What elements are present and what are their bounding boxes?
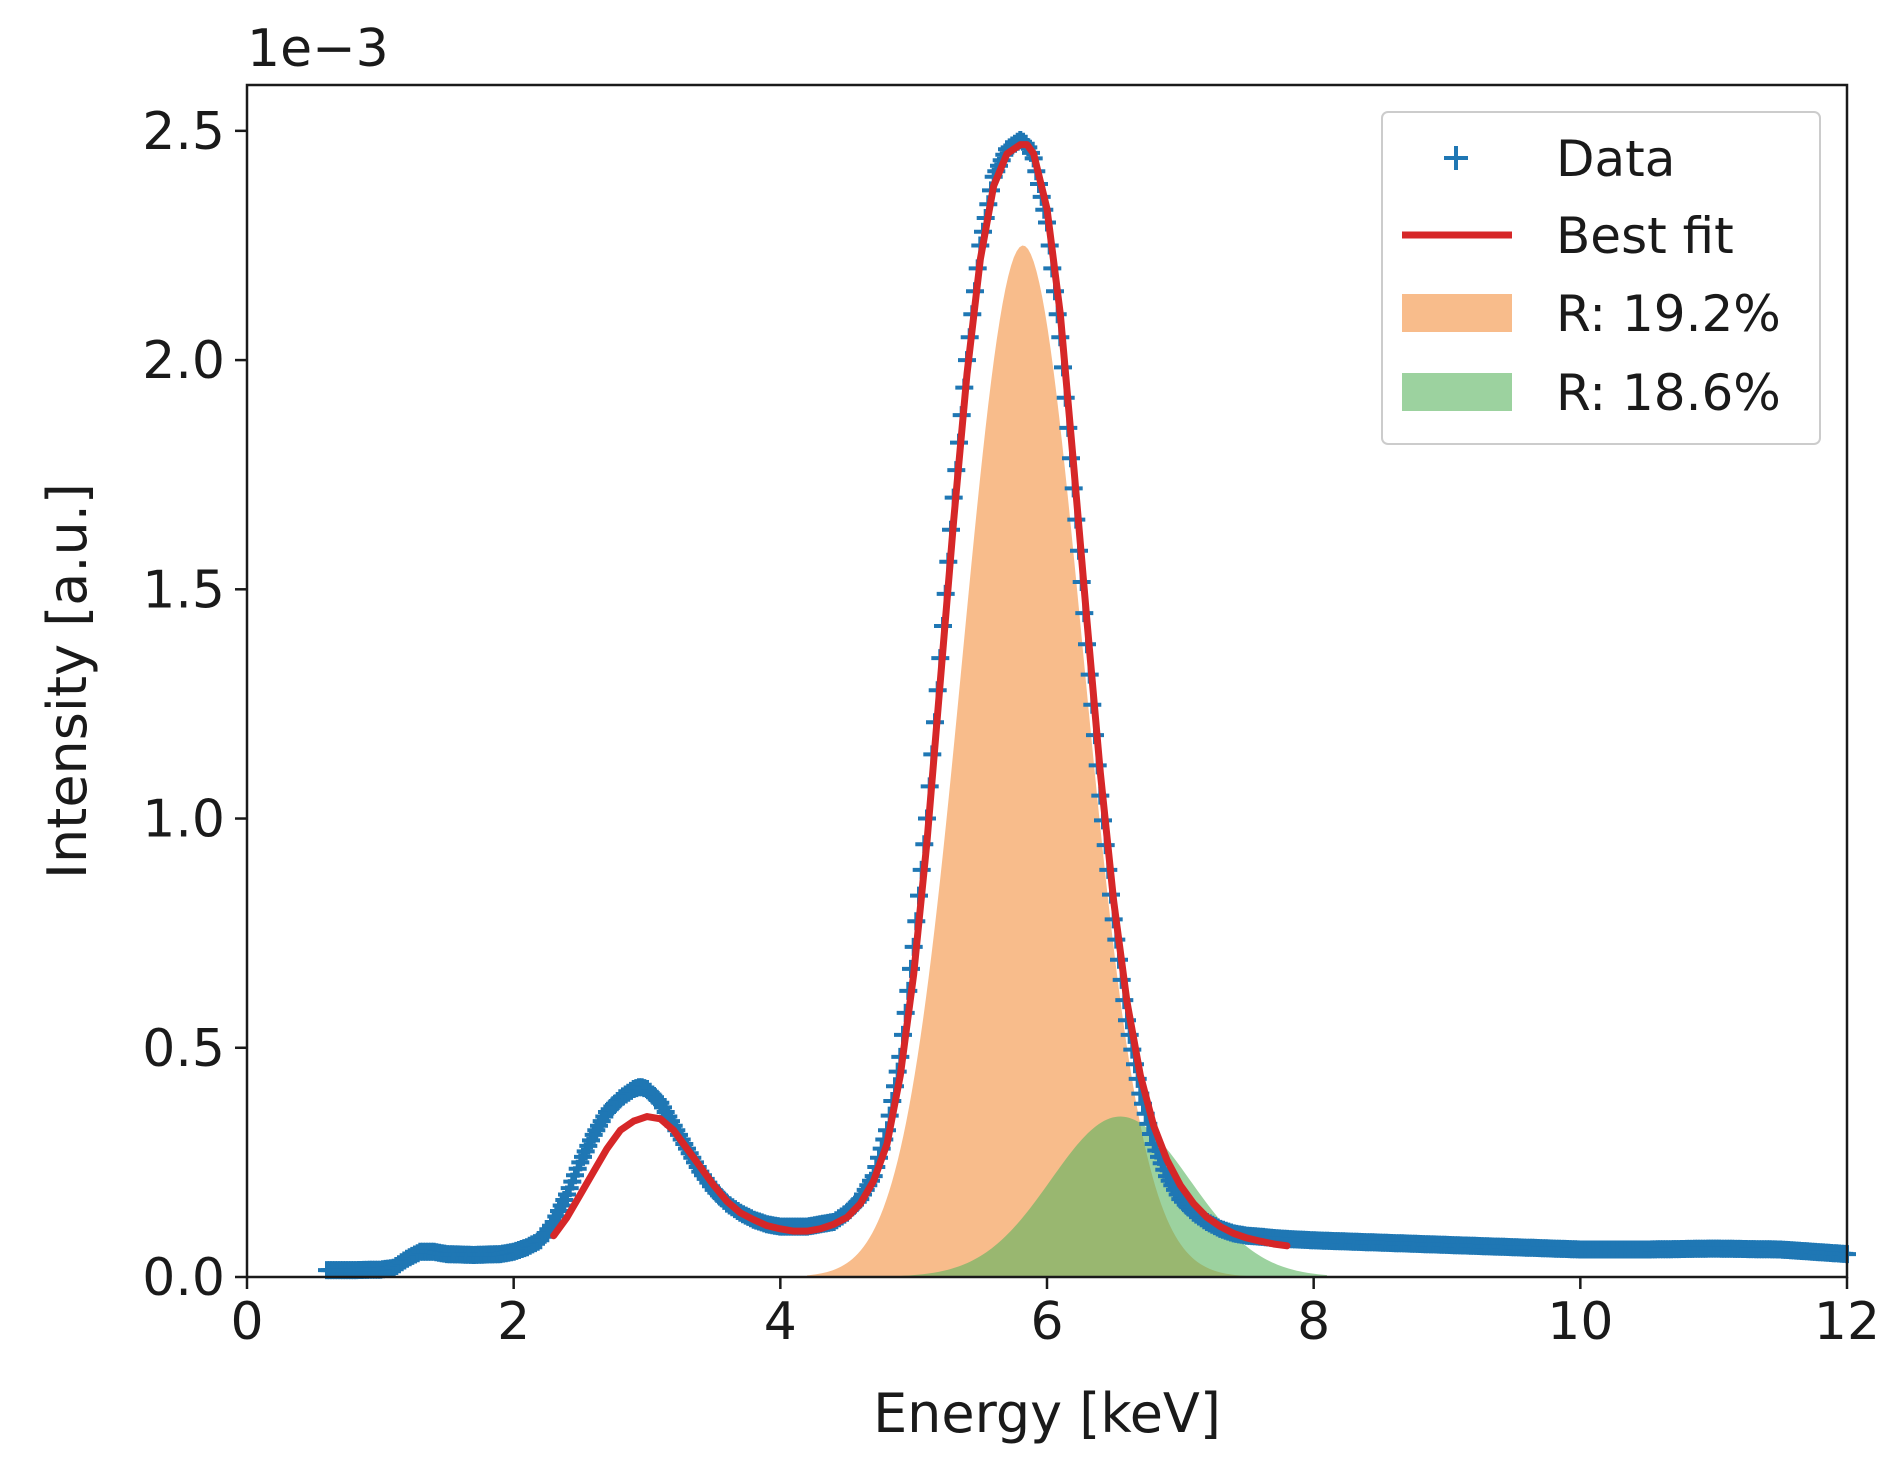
y-axis-label: Intensity [a.u.] (36, 483, 99, 879)
x-tick-label: 2 (497, 1292, 530, 1352)
x-tick-label: 12 (1814, 1292, 1880, 1352)
legend: Data Best fit R: 19.2% R: 18.6% (1381, 111, 1821, 445)
y-tick-label: 1.5 (142, 560, 225, 620)
legend-swatch-peak2 (1402, 373, 1512, 411)
legend-label: Data (1556, 130, 1675, 188)
y-tick-label: 2.5 (142, 102, 225, 162)
peak-fill-1 (807, 245, 1261, 1277)
y-axis-ticks: 0.0 0.5 1.0 1.5 2.0 2.5 (142, 102, 247, 1308)
x-tick-label: 10 (1547, 1292, 1613, 1352)
y-offset-label: 1e−3 (247, 19, 389, 79)
y-tick-label: 1.0 (142, 790, 225, 850)
legend-label: Best fit (1556, 207, 1734, 265)
x-tick-label: 8 (1297, 1292, 1330, 1352)
legend-data-marker (1444, 146, 1468, 170)
x-tick-label: 0 (230, 1292, 263, 1352)
legend-frame (1381, 111, 1821, 445)
y-tick-label: 0.5 (142, 1019, 225, 1079)
y-tick-label: 0.0 (142, 1248, 225, 1308)
legend-label: R: 19.2% (1556, 285, 1781, 343)
x-axis-label: Energy [keV] (873, 1382, 1221, 1445)
best-fit-series (550, 141, 1291, 1250)
legend-label: R: 18.6% (1556, 364, 1781, 422)
peak-fill-2 (887, 1116, 1327, 1277)
x-tick-label: 4 (764, 1292, 797, 1352)
best-fit-line (550, 141, 1291, 1250)
x-axis-ticks: 0 2 4 6 8 10 12 (230, 1277, 1880, 1352)
y-tick-label: 2.0 (142, 331, 225, 391)
x-tick-label: 6 (1030, 1292, 1063, 1352)
component-peaks (807, 245, 1327, 1277)
legend-swatch-peak1 (1402, 294, 1512, 332)
